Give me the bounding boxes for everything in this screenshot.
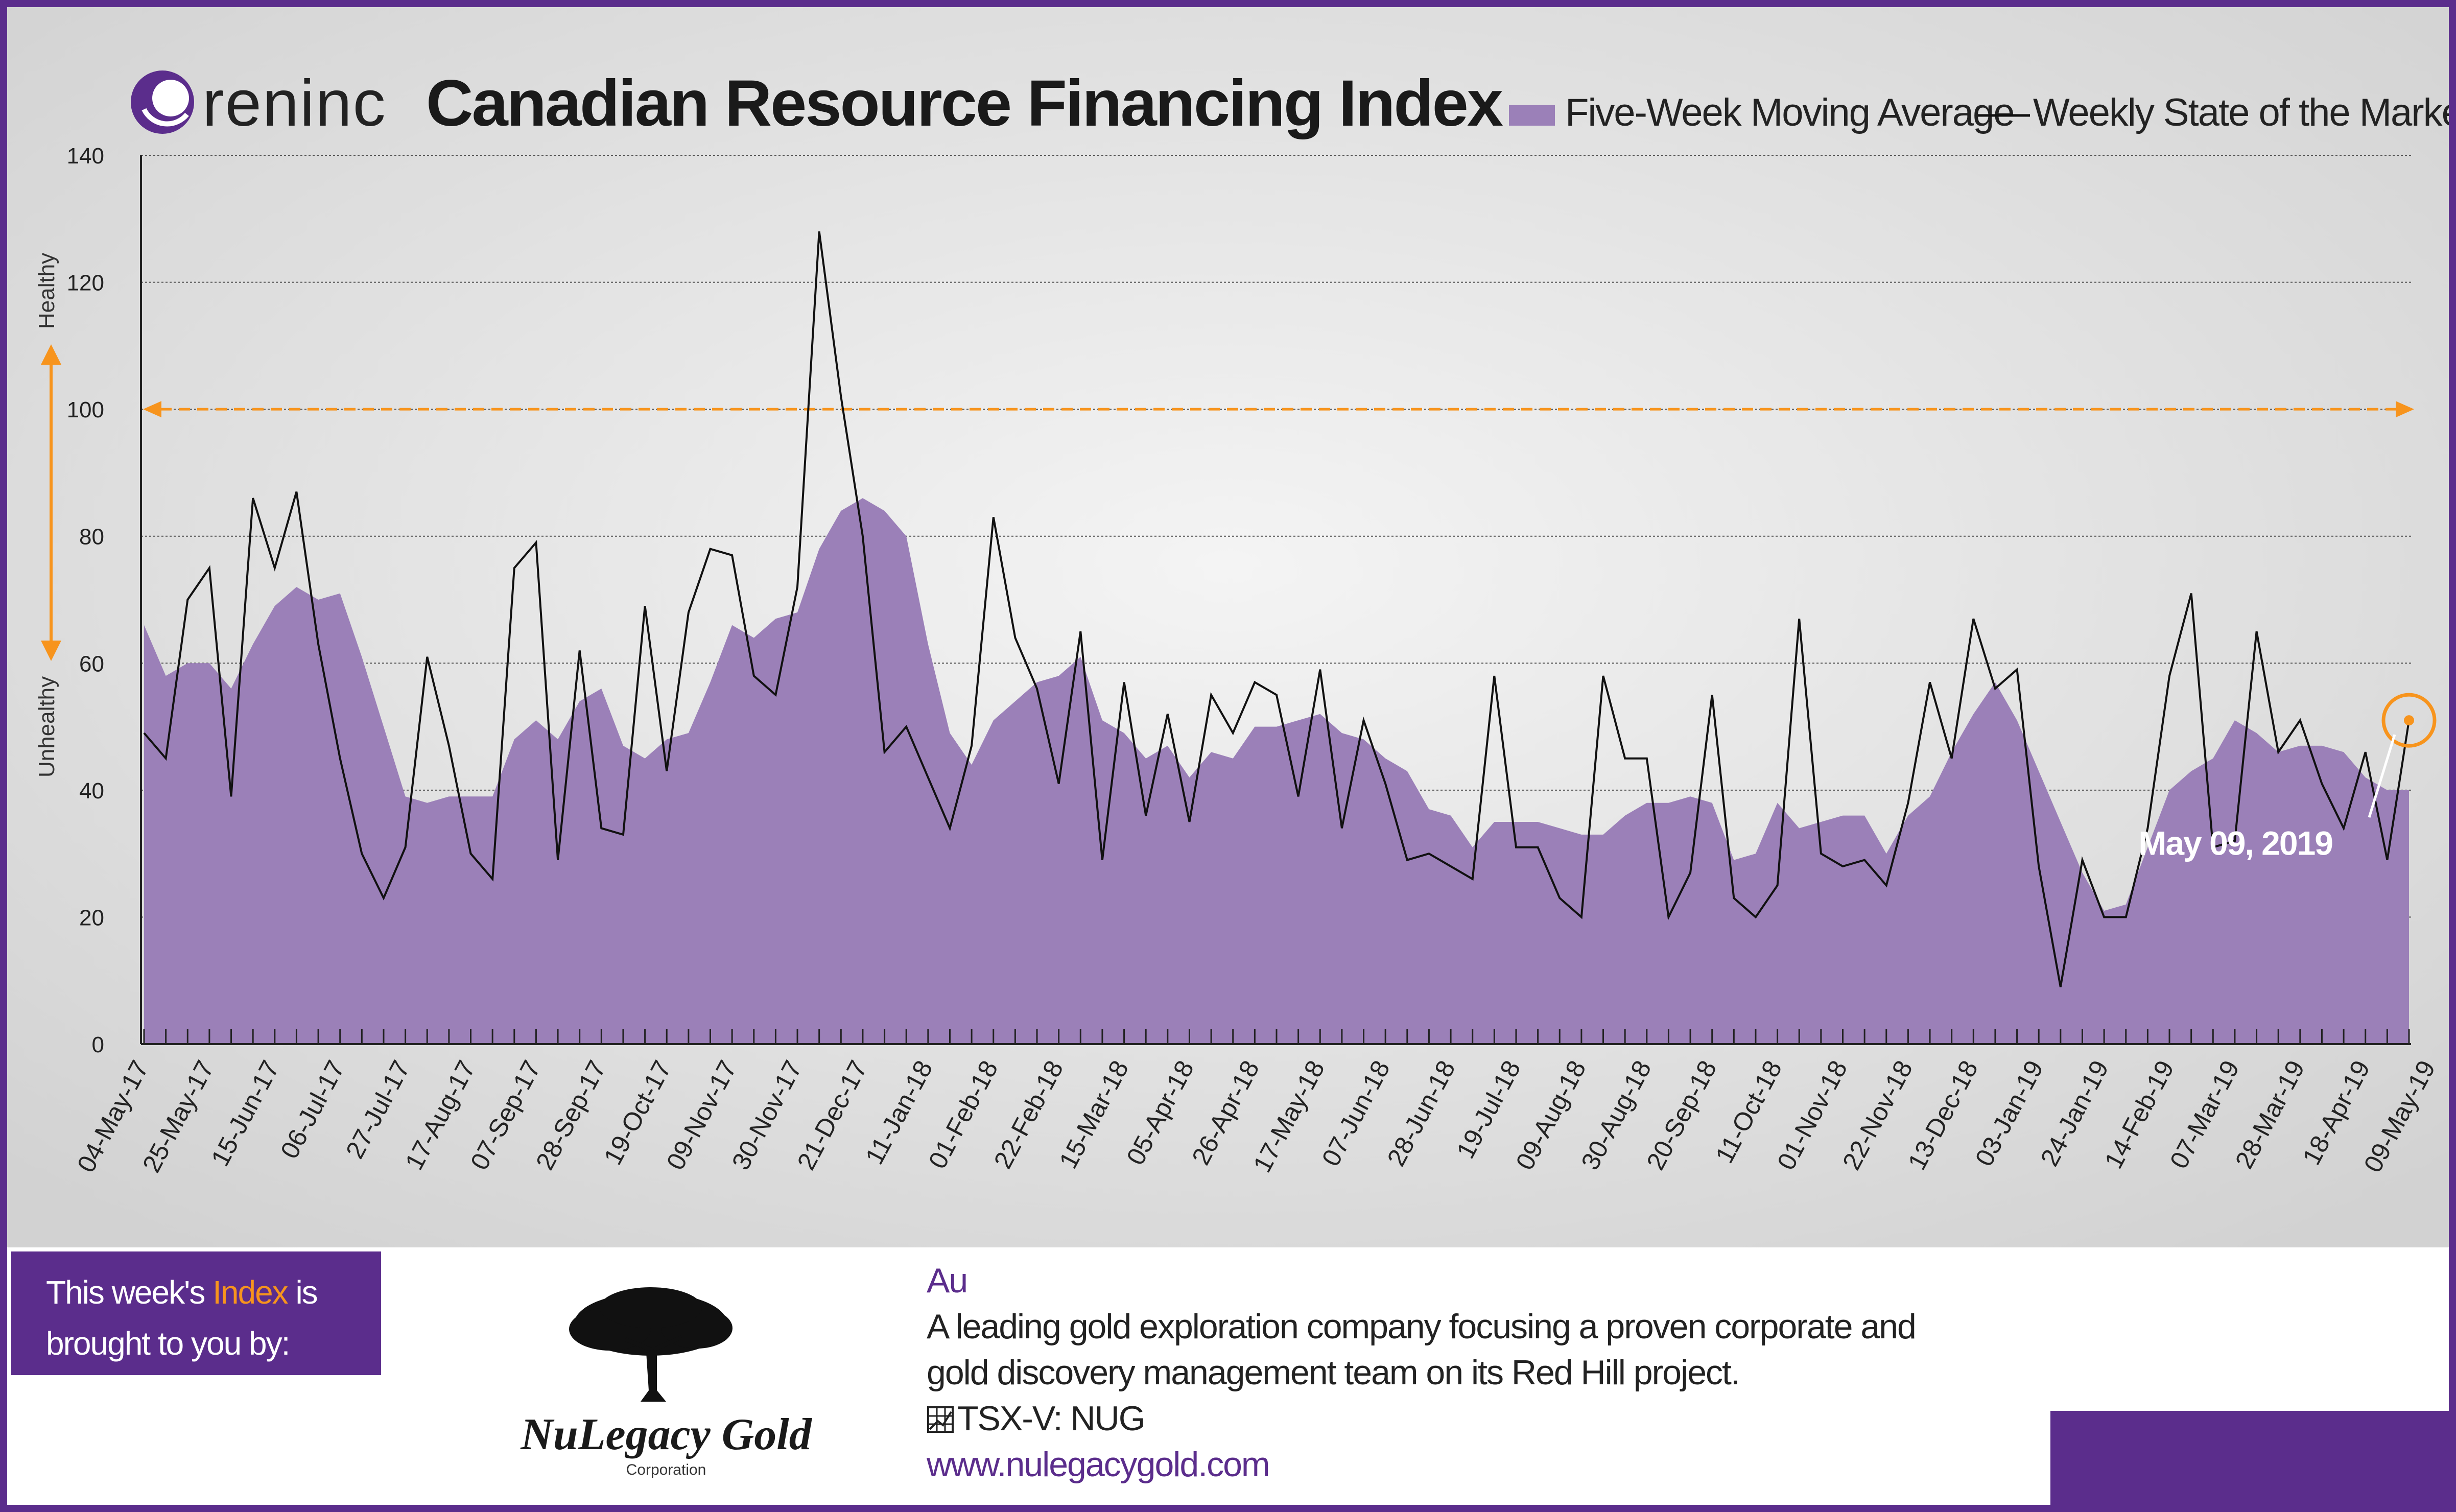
legend: Five-Week Moving Average Weekly State of… [1509, 91, 2449, 134]
y-tick-label: 60 [79, 651, 104, 676]
sponsor-panel: This week's Index is brought to you by: … [7, 1247, 2449, 1505]
reference-arrow-right-icon [2396, 401, 2414, 418]
company-logo-sub: Corporation [626, 1461, 706, 1478]
callout-date: May 09, 2019 [2138, 824, 2332, 862]
tree-icon [569, 1287, 733, 1402]
y-tick-label: 0 [92, 1032, 104, 1057]
chart-title: Canadian Resource Financing Index [426, 67, 1503, 140]
brand-logo: reninc [131, 67, 387, 140]
company-description-line1: A leading gold exploration company focus… [927, 1307, 1917, 1346]
healthy-label: Healthy [34, 253, 59, 329]
latest-callout: May 09, 2019 [2138, 693, 2437, 862]
company-ticker: TSX-V: NUG [957, 1399, 1146, 1438]
company-info: Au A leading gold exploration company fo… [927, 1258, 1999, 1487]
legend-area-swatch [1509, 105, 1555, 126]
brand-name: reninc [202, 67, 387, 140]
company-logo-name: NuLegacy Gold [520, 1410, 812, 1459]
sponsor-intro: This week's Index is brought to you by: [11, 1251, 381, 1375]
legend-line-label: Weekly State of the Market [2033, 91, 2449, 134]
chart-background [7, 7, 2449, 1247]
y-tick-label: 140 [67, 144, 104, 169]
y-tick-label: 80 [79, 525, 104, 550]
y-tick-label: 20 [79, 905, 104, 930]
legend-area-label: Five-Week Moving Average [1565, 91, 2014, 134]
sponsor-line1-suffix: is [287, 1274, 318, 1311]
chart: reninc Canadian Resource Financing Index… [7, 7, 2449, 1247]
health-annotation: Healthy Unhealthy [34, 253, 61, 777]
callout-dot [2404, 715, 2414, 726]
company-metal: Au [927, 1261, 968, 1300]
series-line-weekly [143, 231, 2410, 987]
series-area-moving-average [144, 498, 2409, 1044]
sponsor-line1-prefix: This week's [46, 1274, 213, 1311]
health-arrow-up-icon [41, 344, 61, 365]
company-website-link[interactable]: www.nulegacygold.com [927, 1445, 1270, 1484]
unhealthy-label: Unhealthy [34, 676, 59, 777]
y-tick-label: 100 [67, 397, 104, 422]
callout-leader [2368, 734, 2396, 818]
company-description-line2: gold discovery management team on its Re… [927, 1353, 1740, 1392]
corner-decoration [2050, 1411, 2449, 1505]
sponsor-line1-accent: Index [212, 1274, 289, 1311]
y-tick-label: 40 [79, 778, 104, 804]
sponsor-line2: brought to you by: [46, 1325, 290, 1362]
y-tick-label: 120 [67, 271, 104, 296]
callout-circle [2381, 693, 2437, 748]
health-arrow-down-icon [41, 641, 61, 661]
company-logo[interactable]: NuLegacy Gold Corporation [498, 1268, 865, 1493]
reference-arrow-left-icon [143, 401, 161, 418]
company-ticker-row: TSX-V: NUG [927, 1396, 1999, 1442]
ticker-chart-icon [927, 1406, 954, 1433]
